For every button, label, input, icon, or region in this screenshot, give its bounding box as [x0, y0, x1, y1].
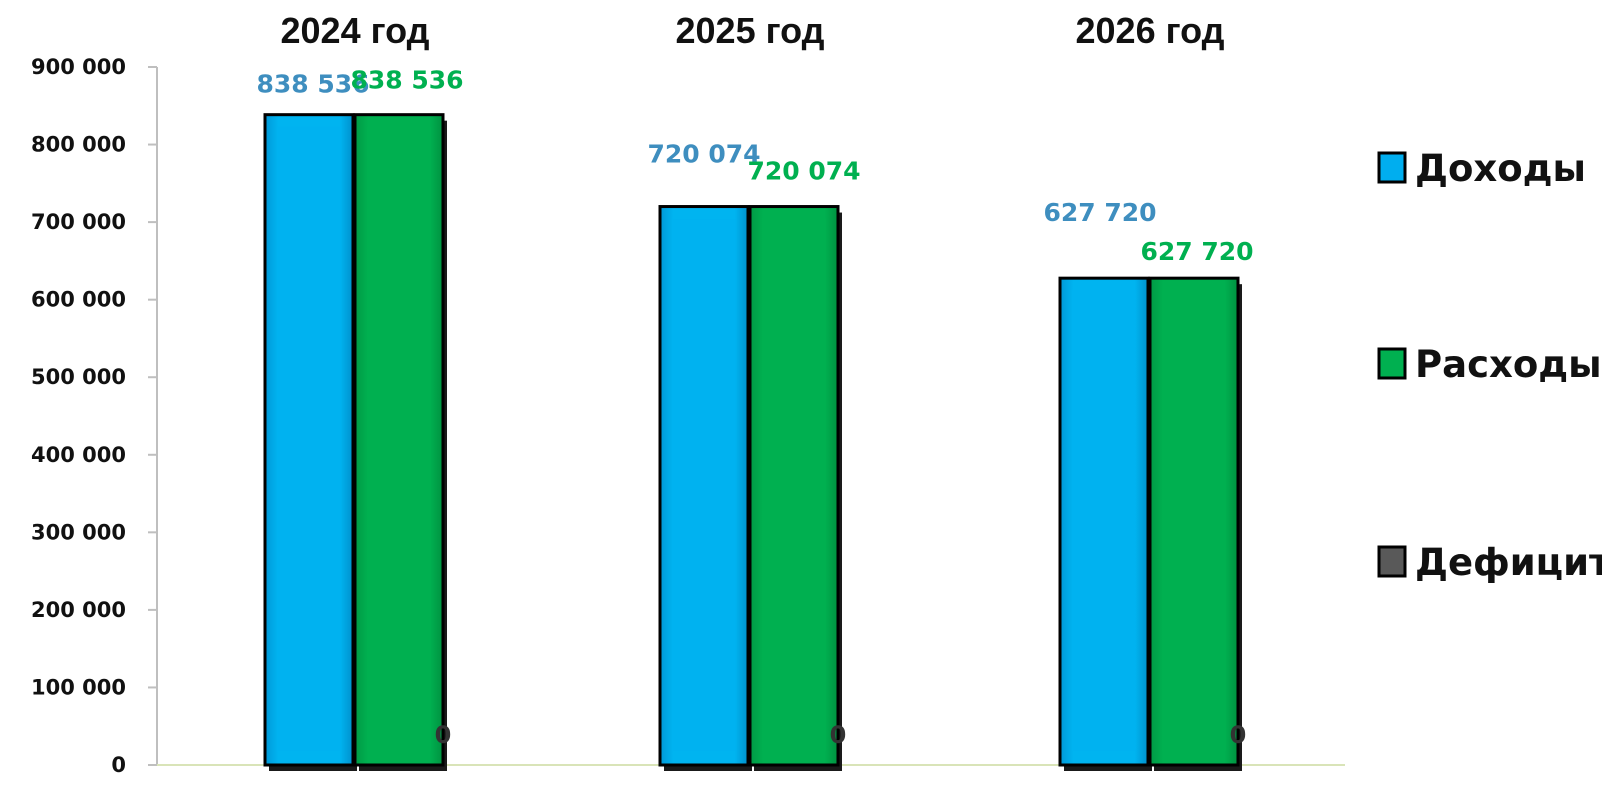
category-title: 2025 год	[676, 10, 825, 51]
legend-item: Доходы	[1377, 147, 1586, 190]
y-tick-label: 600 000	[31, 288, 126, 312]
data-label-deficit: 0	[830, 721, 847, 749]
category-title: 2024 год	[281, 10, 430, 51]
bar-inner-panel	[762, 218, 826, 751]
legend-swatch	[1377, 545, 1407, 578]
legend-item: Дефицит	[1377, 541, 1602, 584]
axes: 0 100 000 200 000 300 000 400 000 500 000 600 …	[31, 55, 1345, 777]
data-label-income: 627 720	[1043, 198, 1156, 227]
legend-label: Расходы	[1415, 343, 1602, 386]
legend-item: Расходы	[1377, 343, 1602, 386]
category-title: 2026 год	[1076, 10, 1225, 51]
bar-inner-panel	[1162, 290, 1226, 751]
data-label-expense: 627 720	[1140, 237, 1253, 266]
y-tick-label: 900 000	[31, 55, 126, 79]
y-tick-label: 0	[111, 753, 126, 777]
bar-inner-panel	[367, 126, 431, 751]
data-label-expense: 838 536	[350, 66, 463, 95]
legend-label: Доходы	[1415, 147, 1586, 190]
data-label-deficit: 0	[1230, 721, 1247, 749]
bar-inner-panel	[277, 126, 341, 751]
y-tick-label: 300 000	[31, 520, 126, 544]
legend-label: Дефицит	[1415, 541, 1602, 584]
legend-swatch	[1377, 347, 1407, 380]
data-label-expense: 720 074	[747, 157, 860, 186]
data-label-deficit: 0	[435, 721, 452, 749]
bars	[263, 113, 1242, 771]
bar-inner-panel	[1072, 290, 1136, 751]
data-label-income: 720 074	[647, 140, 760, 169]
y-tick-label: 100 000	[31, 675, 126, 699]
legend: Доходы Расходы Дефицит	[1377, 147, 1602, 584]
y-tick-label: 400 000	[31, 443, 126, 467]
y-tick-label: 800 000	[31, 133, 126, 157]
y-tick-label: 700 000	[31, 210, 126, 234]
y-tick-label: 200 000	[31, 598, 126, 622]
legend-swatch	[1377, 151, 1407, 184]
data-label-income: 838 536	[256, 70, 369, 99]
bar-inner-panel	[672, 218, 736, 751]
y-tick-label: 500 000	[31, 365, 126, 389]
